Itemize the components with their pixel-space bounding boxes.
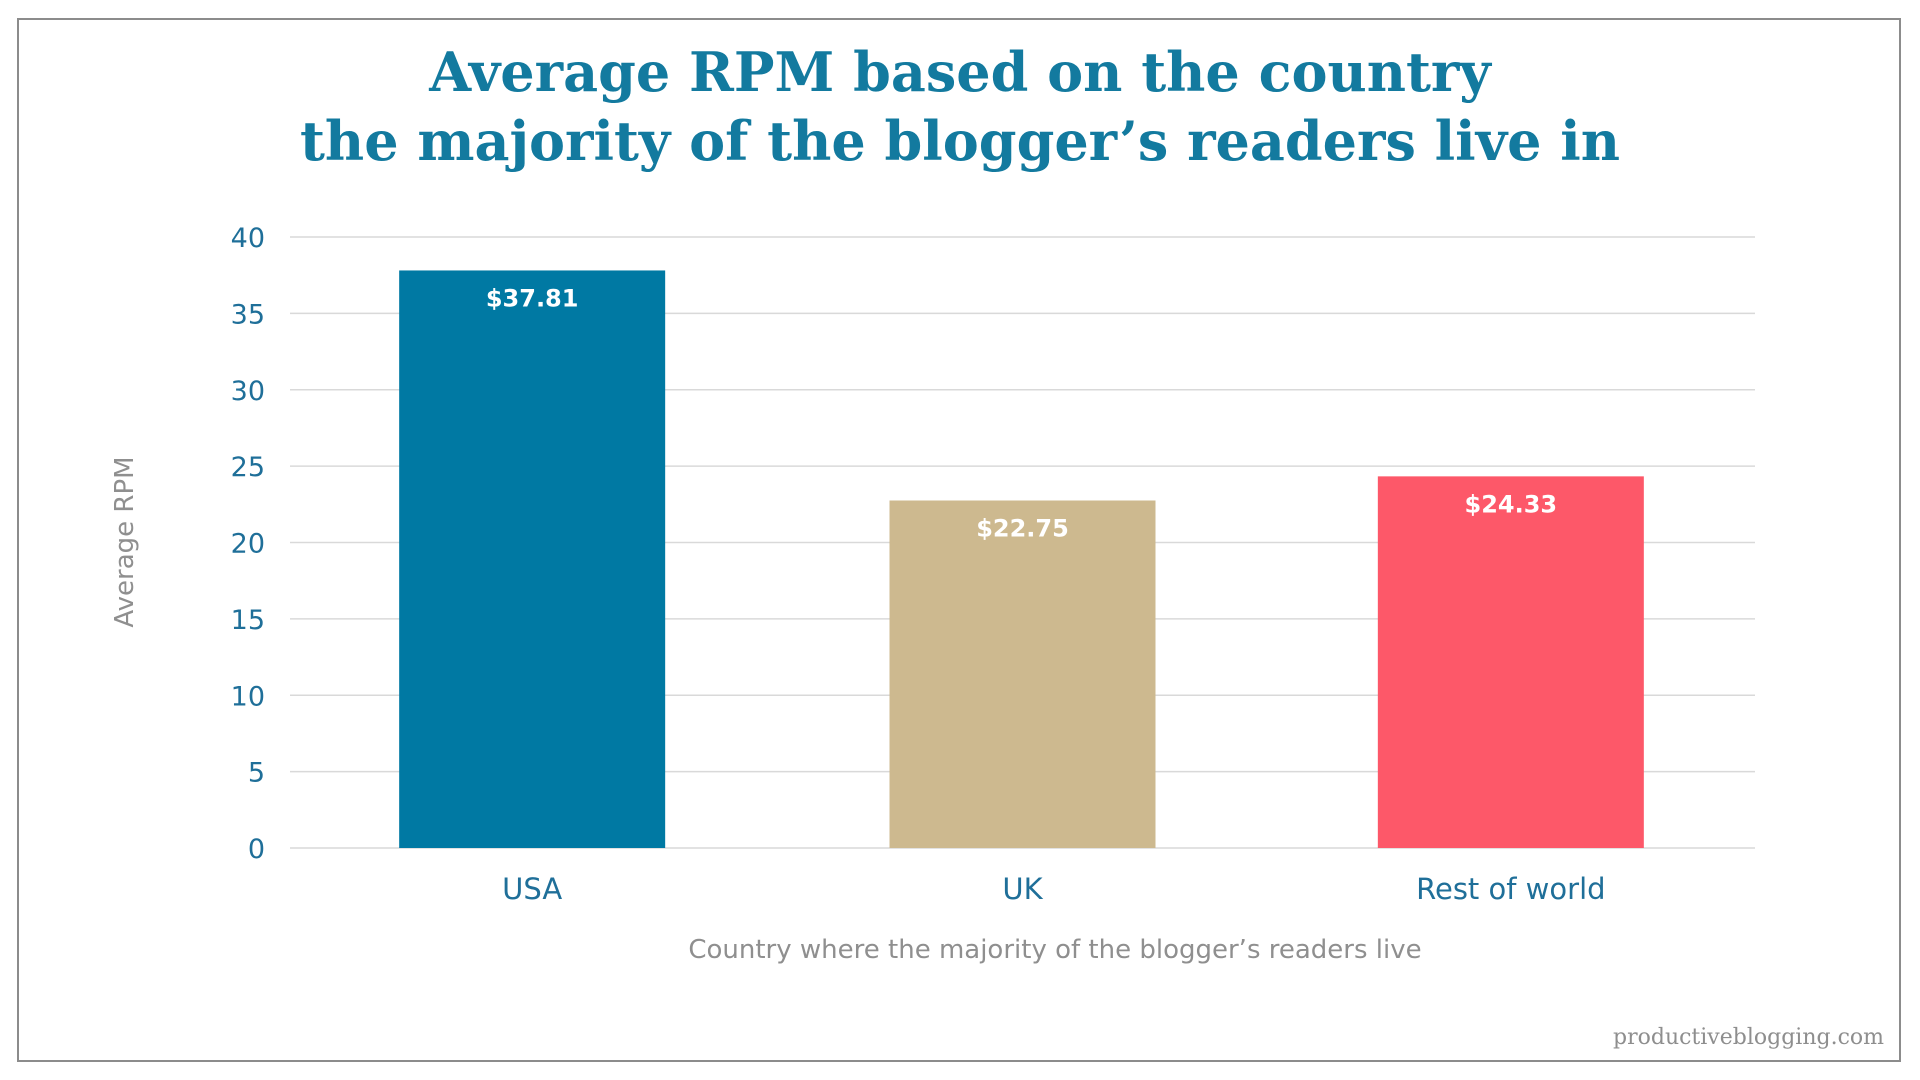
x-category-label: UK: [1002, 872, 1043, 906]
chart-title-line-1: Average RPM based on the country: [429, 40, 1491, 104]
bar: [399, 270, 666, 848]
bar: [1377, 476, 1644, 848]
watermark: productiveblogging.com: [1613, 1025, 1884, 1050]
x-axis-title: Country where the majority of the blogge…: [688, 935, 1421, 965]
y-axis-title: Average RPM: [110, 456, 140, 627]
data-labels: $37.81 $22.75 $24.33: [486, 284, 1557, 542]
y-tick-label: 35: [231, 299, 265, 330]
x-category-label: USA: [502, 872, 562, 906]
y-tick-label: 5: [248, 758, 265, 789]
y-tick-label: 40: [231, 223, 265, 254]
data-label: $22.75: [976, 514, 1069, 542]
bars: [399, 270, 1644, 848]
y-tick-label: 10: [231, 681, 265, 712]
y-tick-label: 20: [231, 529, 265, 560]
chart-title-line-2: the majority of the blogger’s readers li…: [299, 109, 1621, 173]
bar: [889, 500, 1156, 848]
y-tick-label: 15: [231, 605, 265, 636]
y-tick-label: 25: [231, 452, 265, 483]
y-tick-label: 0: [248, 834, 265, 865]
x-axis-categories: USA UK Rest of world: [502, 872, 1605, 906]
x-category-label: Rest of world: [1416, 872, 1605, 906]
data-label: $37.81: [486, 284, 579, 312]
data-label: $24.33: [1465, 490, 1558, 518]
y-tick-label: 30: [231, 376, 265, 407]
chart-title: Average RPM based on the country the maj…: [0, 38, 1920, 176]
y-axis-ticks: 0 5 10 15 20 25 30 35 40: [231, 223, 265, 865]
